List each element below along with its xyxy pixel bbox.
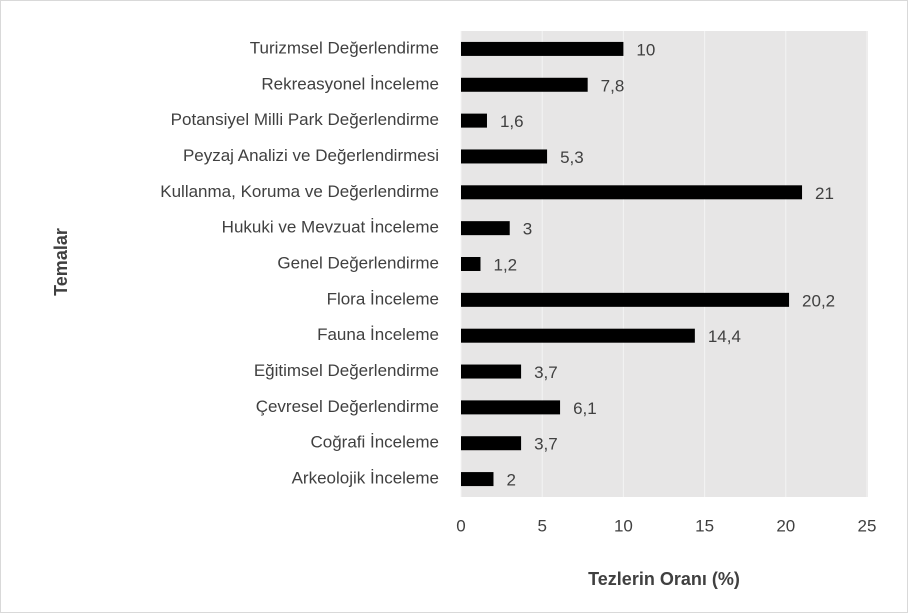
x-tick-label: 5 [537, 516, 546, 535]
y-tick-label: Flora İnceleme [327, 289, 439, 308]
x-axis-label: Tezlerin Oranı (%) [588, 569, 740, 589]
bar [461, 257, 481, 271]
bar [461, 221, 510, 236]
y-tick-label: Arkeolojik İnceleme [292, 469, 439, 488]
bar [461, 292, 790, 307]
bar [461, 364, 522, 379]
bar [461, 185, 803, 200]
bar [461, 77, 588, 92]
bar [461, 149, 548, 164]
x-tick-label: 0 [456, 516, 465, 535]
y-tick-label: Kullanma, Koruma ve Değerlendirme [160, 182, 439, 201]
value-label: 3,7 [534, 363, 558, 382]
value-label: 1,2 [493, 255, 517, 274]
x-tick-label: 10 [614, 516, 633, 535]
bar [461, 436, 522, 451]
value-label: 21 [815, 184, 834, 203]
bar [461, 472, 494, 487]
value-label: 6,1 [573, 399, 597, 418]
value-label: 14,4 [708, 327, 741, 346]
bar [461, 328, 695, 343]
x-tick-label: 15 [695, 516, 714, 535]
x-tick-label: 25 [858, 516, 877, 535]
y-tick-label: Turizmsel Değerlendirme [250, 38, 439, 57]
y-tick-label: Rekreasyonel İnceleme [261, 74, 439, 93]
value-label: 1,6 [500, 112, 524, 131]
value-label: 3 [523, 220, 532, 239]
y-tick-label: Coğrafi İnceleme [310, 433, 439, 452]
value-label: 3,7 [534, 435, 558, 454]
value-label: 2 [506, 471, 515, 490]
x-tick-label: 20 [776, 516, 795, 535]
bar [461, 400, 561, 415]
value-label: 7,8 [601, 76, 625, 95]
y-tick-label: Fauna İnceleme [317, 325, 439, 344]
value-label: 10 [636, 40, 655, 59]
value-label: 5,3 [560, 148, 584, 167]
y-tick-label: Peyzaj Analizi ve Değerlendirmesi [183, 146, 439, 165]
value-label: 20,2 [802, 291, 835, 310]
bar [461, 113, 487, 128]
y-tick-label: Hukuki ve Mevzuat İnceleme [222, 218, 439, 237]
y-tick-label: Genel Değerlendirme [277, 253, 439, 272]
plot-area [461, 31, 868, 497]
bar [461, 41, 624, 56]
y-axis-label: Temalar [51, 228, 71, 296]
y-tick-label: Eğitimsel Değerlendirme [254, 361, 439, 380]
y-tick-label: Çevresel Değerlendirme [256, 397, 439, 416]
y-tick-label: Potansiyel Milli Park Değerlendirme [171, 110, 439, 129]
